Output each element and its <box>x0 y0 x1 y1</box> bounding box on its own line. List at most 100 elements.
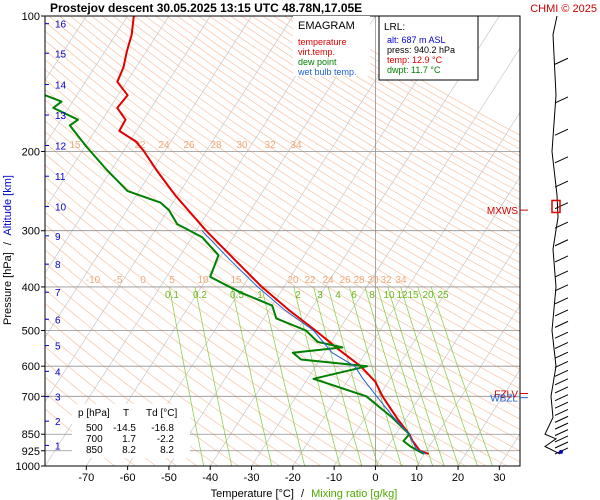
isotherm-line <box>375 240 520 466</box>
lrl-pressure: press: 940.2 hPa <box>387 45 455 55</box>
mixing-ratio-label: 0.2 <box>193 290 207 301</box>
table-header-t: T <box>123 408 129 419</box>
isotherm-line <box>45 16 170 210</box>
level-label-fzlv: FZLV <box>494 389 518 400</box>
dry-adiabat-label: 26 <box>183 140 195 151</box>
isotherm-line <box>45 16 335 466</box>
table-cell: -16.8 <box>151 423 174 434</box>
wind-profile-line <box>544 15 561 455</box>
wind-barb <box>554 320 569 328</box>
wind-barb <box>554 386 569 394</box>
altitude-tick-label: 11 <box>55 172 66 183</box>
table-cell: -2.2 <box>157 434 175 445</box>
mixing-ratio-line <box>387 286 445 466</box>
wind-barb <box>554 435 569 443</box>
dry-adiabat-label: 24 <box>158 140 170 151</box>
dry-adiabat-label: -5 <box>114 275 123 286</box>
wind-barb <box>554 341 569 349</box>
dry-adiabat-line <box>144 16 520 255</box>
dry-adiabat-line <box>219 16 520 201</box>
altitude-tick-label: 6 <box>55 315 61 326</box>
isotherm-line <box>209 16 500 466</box>
y-tick-label: 300 <box>22 226 40 238</box>
isotherm-line <box>45 16 252 339</box>
dry-adiabat-line <box>45 39 520 361</box>
y-tick-label: 400 <box>22 282 40 294</box>
dry-adiabat-label: 5 <box>169 275 175 286</box>
table-cell: 1.7 <box>122 434 136 445</box>
mixing-ratio-line <box>430 286 493 466</box>
isotherm-line <box>168 16 459 466</box>
dry-adiabat-label: 26 <box>339 275 351 286</box>
altitude-tick-label: 13 <box>55 111 67 122</box>
dry-adiabat-line <box>45 289 280 466</box>
dry-adiabat-label: 28 <box>210 140 222 151</box>
dry-adiabat-label: -10 <box>86 275 101 286</box>
isotherm-line <box>582 16 600 466</box>
wind-barb <box>554 378 569 386</box>
dry-adiabat-label: 15 <box>230 275 242 286</box>
wind-barb <box>554 422 569 430</box>
wind-barb <box>554 361 569 368</box>
x-tick-label: -20 <box>285 472 301 484</box>
dry-adiabat-line <box>45 21 520 342</box>
isotherm-line <box>45 16 294 403</box>
dry-adiabat-line <box>102 16 520 289</box>
altitude-tick-label: 9 <box>55 232 61 243</box>
mixing-ratio-label: 3 <box>317 290 323 301</box>
dry-adiabat-line <box>48 16 520 333</box>
x-tick-label: -70 <box>78 472 94 484</box>
isotherm-line <box>127 16 418 466</box>
wind-barb <box>554 270 569 278</box>
dry-adiabat-line <box>45 30 520 351</box>
wind-barb <box>554 408 569 416</box>
wind-barb <box>554 309 569 317</box>
legend-heading: EMAGRAM <box>298 20 355 32</box>
x-tick-label: -30 <box>244 472 260 484</box>
legend-box: EMAGRAM temperature virt.temp. dew point… <box>293 16 370 77</box>
dry-adiabat-line <box>187 16 520 223</box>
altitude-tick-label: 12 <box>55 142 67 153</box>
dry-adiabat-label: 10 <box>197 275 209 286</box>
y-tick-label: 700 <box>22 391 40 403</box>
wind-barb <box>554 369 569 377</box>
altitude-tick-label: 14 <box>55 81 67 92</box>
altitude-tick-label: 16 <box>55 20 67 31</box>
isotherm-line <box>292 111 520 466</box>
isotherm-line <box>45 16 211 274</box>
dry-adiabat-label: 24 <box>322 275 334 286</box>
dry-adiabat-label: 20 <box>287 275 299 286</box>
wind-barb <box>554 331 569 339</box>
dry-adiabat-line <box>91 16 520 297</box>
lrl-box: LRL: alt: 687 m ASL press: 940.2 hPa tem… <box>378 15 479 81</box>
dry-adiabat-label: 22 <box>304 275 316 286</box>
dry-adiabat-label: 30 <box>367 275 379 286</box>
wind-barb <box>554 239 569 247</box>
dry-adiabat-label: 32 <box>380 275 392 286</box>
wind-barb <box>554 401 569 409</box>
lrl-dewpoint: dwpt: 11.7 °C <box>387 65 441 75</box>
wind-barb <box>554 221 569 229</box>
altitude-tick-label: 4 <box>55 367 61 378</box>
y-tick-label: 1000 <box>16 461 40 473</box>
dry-adiabat-label: 34 <box>290 140 302 151</box>
wind-barb <box>554 255 569 263</box>
x-axis-label-mixing: Mixing ratio [g/kg] <box>311 488 397 500</box>
table-cell: 8.2 <box>122 445 136 456</box>
dry-adiabat-line <box>134 16 520 263</box>
table-cell: 700 <box>86 434 103 445</box>
dry-adiabat-line <box>166 16 520 239</box>
altitude-tick-label: 7 <box>55 288 61 299</box>
dry-adiabat-line <box>45 109 520 431</box>
altitude-tick-label: 2 <box>55 417 61 428</box>
dry-adiabat-line <box>176 16 520 231</box>
wind-barb <box>554 284 569 292</box>
mixing-ratio-line <box>400 286 459 466</box>
altitude-tick-label: 1 <box>55 441 61 452</box>
mixing-ratio-label: 4 <box>335 290 341 301</box>
altitude-tick-label: 5 <box>55 342 61 353</box>
legend-item-virt-temp: virt.temp. <box>298 47 335 57</box>
svg-text:Pressure [hPa] / A: Pressure [hPa] / Altitude [km] <box>2 175 14 325</box>
isotherm-line <box>251 47 520 466</box>
isotherm-line <box>333 176 520 466</box>
